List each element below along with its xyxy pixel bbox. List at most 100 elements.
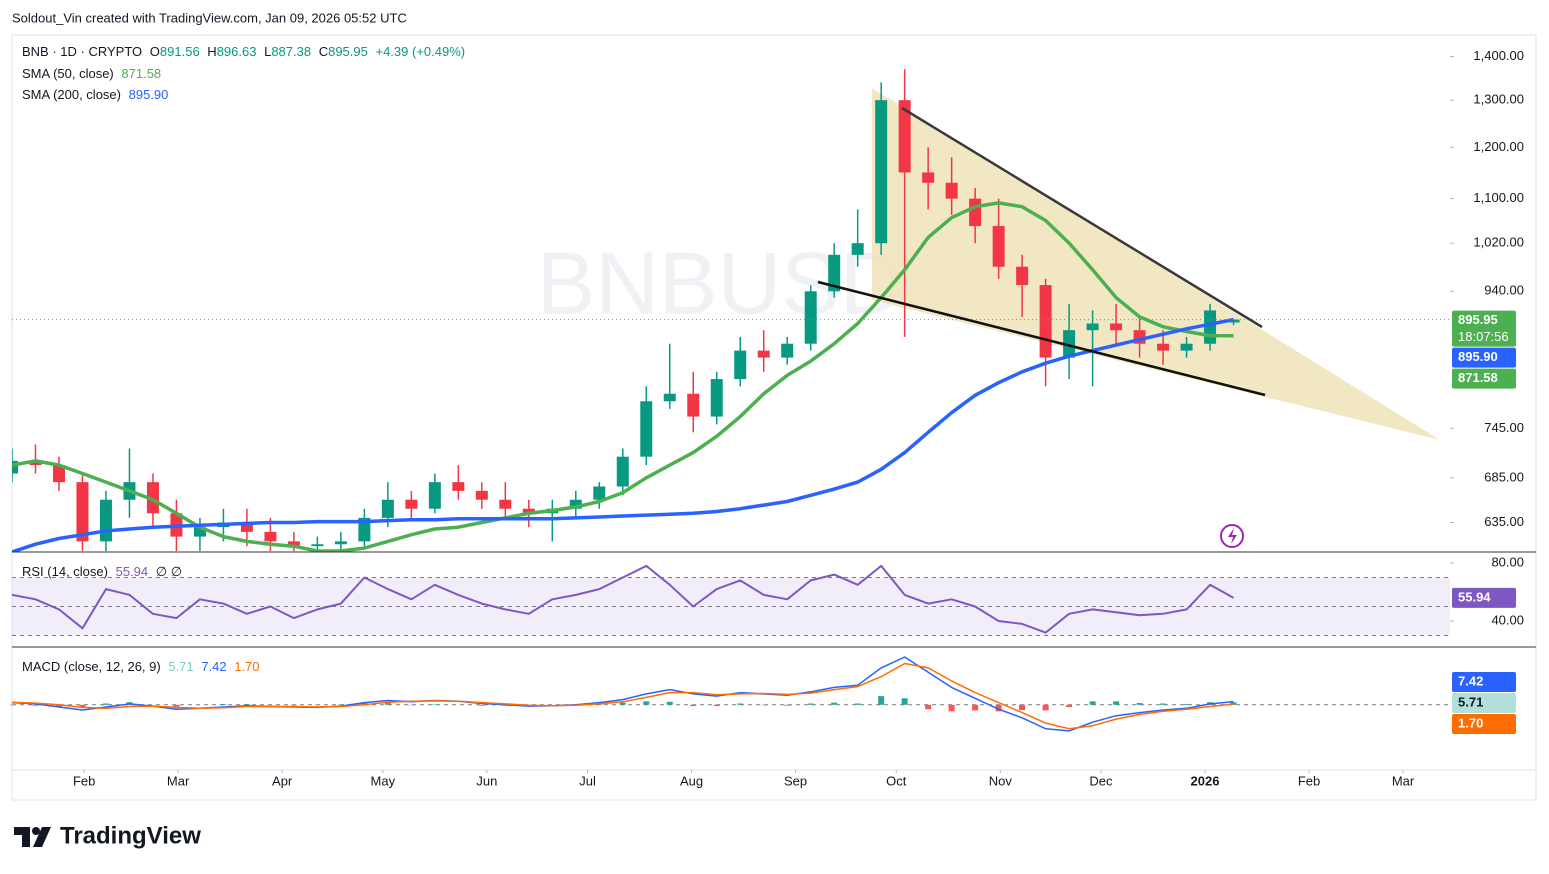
event-icon[interactable] <box>1220 524 1244 548</box>
histogram-bar <box>901 698 908 705</box>
sma50-legend: SMA (50, close) 871.58 <box>22 66 161 81</box>
histogram-bar <box>55 704 62 707</box>
legend-name: SMA (200, close) <box>22 87 121 102</box>
histogram-bar <box>737 703 744 705</box>
logo-mark <box>32 827 40 835</box>
y-tick-label: 635.00 <box>1484 514 1524 529</box>
close-value: 895.95 <box>328 44 368 59</box>
rsi-tag-box <box>1452 587 1516 608</box>
macd-pane <box>9 656 1450 732</box>
candle-body <box>687 393 700 417</box>
candle-body <box>1180 343 1193 351</box>
candle-body <box>992 226 1005 267</box>
candle-body <box>99 499 112 542</box>
y-tick-label: 1,100.00 <box>1473 190 1524 205</box>
histogram-bar <box>361 702 368 705</box>
high-value: 896.63 <box>217 44 257 59</box>
candle-body <box>475 490 488 500</box>
logo-mark <box>33 827 51 847</box>
watermark: BNBUSD <box>537 233 904 332</box>
series-line <box>12 317 1234 552</box>
sma200-tag-box <box>1452 347 1516 368</box>
histogram-bar <box>1230 702 1237 705</box>
candle-body <box>193 527 206 537</box>
histogram-bar <box>1066 704 1073 707</box>
macd-tag-box <box>1452 672 1516 692</box>
high-prefix: H <box>207 44 216 59</box>
x-tick-label: Mar <box>1392 773 1415 788</box>
histogram-bar <box>1136 703 1143 705</box>
candle-body <box>240 522 253 532</box>
candle-body <box>311 544 324 547</box>
series-line <box>11 564 1234 634</box>
histogram-tag-box <box>1452 693 1516 713</box>
histogram-bar <box>948 704 955 712</box>
candle-body <box>593 486 606 500</box>
candle-body <box>1063 330 1076 358</box>
x-tick-label: Jun <box>476 773 497 788</box>
y-tick-label: 1,200.00 <box>1473 139 1524 154</box>
rsi-legend: RSI (14, close) 55.94 ∅ ∅ <box>22 564 182 579</box>
candle-body <box>428 482 441 509</box>
candle-body <box>663 393 676 402</box>
change: +4.39 (+0.49%) <box>375 44 465 59</box>
x-tick-label: Dec <box>1089 773 1113 788</box>
histogram-bar <box>995 704 1002 712</box>
histogram-bar <box>643 701 650 705</box>
candle-body <box>287 541 300 547</box>
series-line <box>11 662 1234 730</box>
sma50-tag: 871.58 <box>1458 370 1498 385</box>
histogram-bar <box>784 704 791 706</box>
sma50-tag-box <box>1452 368 1516 389</box>
candle-body <box>405 499 418 509</box>
candle-body <box>522 508 535 514</box>
histogram-tag: 5.71 <box>1458 694 1483 709</box>
legend-name: MACD (close, 12, 26, 9) <box>22 659 161 674</box>
candle-body <box>945 182 958 199</box>
last-price-tag: 895.95 <box>1458 312 1498 327</box>
candle-body <box>1039 285 1052 358</box>
price-legend: BNB · 1D · CRYPTO O891.56 H896.63 L887.3… <box>22 44 465 59</box>
open-value: 891.56 <box>160 44 200 59</box>
histogram-bar <box>854 703 861 705</box>
histogram-bar <box>666 701 673 705</box>
y-tick-label: 80.00 <box>1491 554 1524 569</box>
chart-frame <box>11 34 1537 801</box>
x-tick-label: 2026 <box>1191 773 1220 788</box>
histogram-bar <box>243 703 250 705</box>
sma200-legend: SMA (200, close) 895.90 <box>22 87 168 102</box>
histogram-bar <box>1160 703 1167 705</box>
signal-tag: 1.70 <box>1458 715 1483 730</box>
last-price-tag-box <box>1452 310 1516 347</box>
legend-value: 895.90 <box>129 87 169 102</box>
candle-body <box>1110 323 1123 331</box>
y-tick-label: 1,020.00 <box>1473 235 1524 250</box>
candle-body <box>804 291 817 344</box>
y-tick-label: 1,300.00 <box>1473 92 1524 107</box>
candle-body <box>1016 266 1029 286</box>
histogram-bar <box>1089 701 1096 705</box>
candle-body <box>757 350 770 358</box>
candle-body <box>875 100 888 244</box>
histogram-bar <box>713 704 720 707</box>
candle-body <box>1204 310 1217 344</box>
axes: 1,400.00 1,300.00 1,200.00 1,100.00 1,020.00… <box>73 48 1524 789</box>
x-tick-label: Mar <box>167 773 190 788</box>
candle-body <box>569 499 582 509</box>
candle-body <box>898 100 911 173</box>
x-tick-label: Feb <box>1298 773 1320 788</box>
histogram-bar <box>878 696 885 705</box>
legend-name: SMA (50, close) <box>22 66 114 81</box>
legend-name: RSI (14, close) <box>22 564 108 579</box>
candle-body <box>781 343 794 358</box>
legend-extra: ∅ ∅ <box>156 564 182 579</box>
histogram-bar <box>32 704 39 706</box>
candle-body <box>969 198 982 227</box>
candle-body <box>616 456 629 487</box>
macd-legend: MACD (close, 12, 26, 9) 5.71 7.42 1.70 <box>22 659 260 674</box>
candle-body <box>734 350 747 380</box>
candle-body <box>264 531 277 542</box>
rsi-pane <box>11 564 1450 637</box>
